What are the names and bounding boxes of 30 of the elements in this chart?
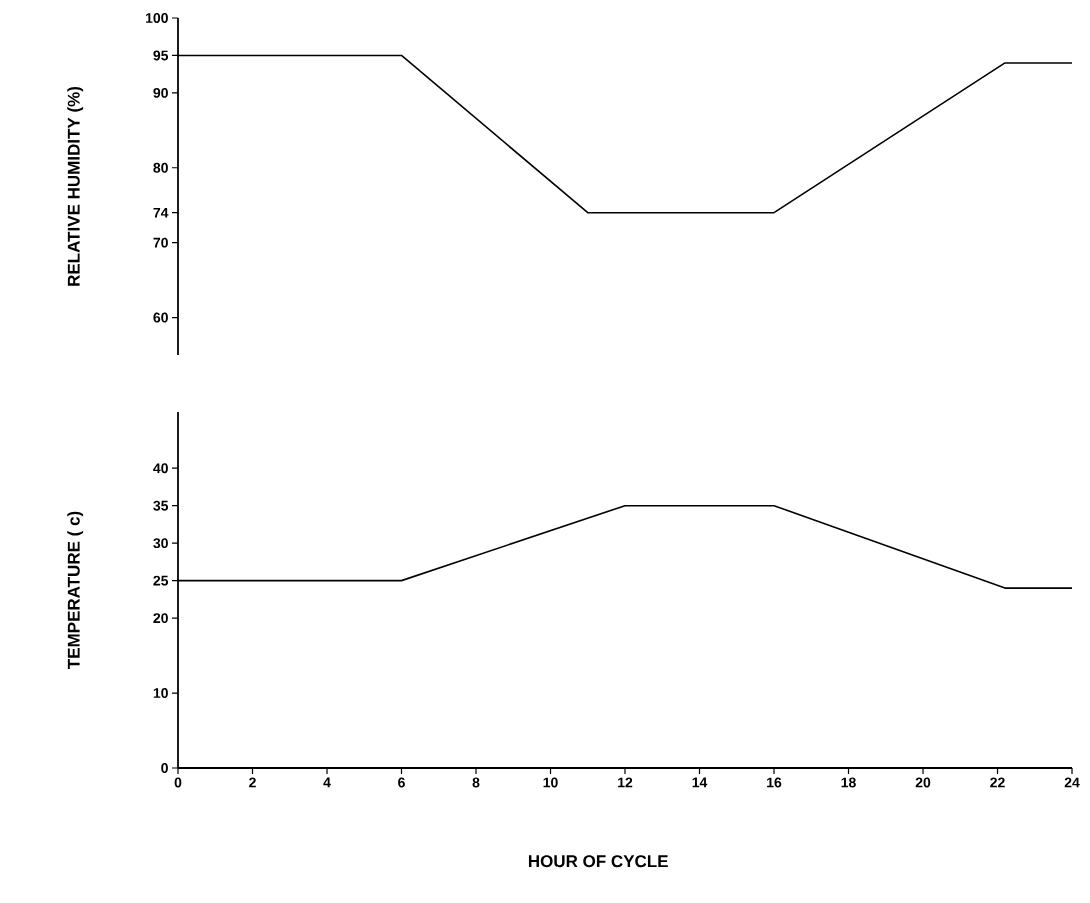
y-tick-label: 35 bbox=[153, 500, 169, 511]
x-tick-label: 24 bbox=[1064, 777, 1080, 788]
y-tick-label: 40 bbox=[153, 463, 168, 474]
y-tick-label: 100 bbox=[146, 13, 168, 23]
x-tick-label: 10 bbox=[543, 777, 558, 788]
y-tick-label: 74 bbox=[153, 207, 169, 218]
x-tick-label: 18 bbox=[841, 777, 856, 788]
y-tick-label: 20 bbox=[153, 613, 168, 624]
x-tick-label: 0 bbox=[174, 777, 182, 788]
x-tick-label: 22 bbox=[990, 777, 1005, 788]
y-tick-label: 30 bbox=[153, 538, 168, 549]
y-tick-label: 80 bbox=[153, 162, 168, 173]
y-tick-label: 90 bbox=[153, 87, 168, 98]
y-axis-title: RELATIVE HUMIDITY (%) bbox=[67, 86, 84, 286]
y-tick-label: 70 bbox=[153, 237, 168, 248]
x-tick-label: 2 bbox=[249, 777, 256, 788]
y-axis-title: TEMPERATURE ( c) bbox=[67, 511, 84, 669]
x-tick-label: 14 bbox=[692, 777, 708, 788]
x-tick-label: 12 bbox=[618, 777, 633, 788]
x-tick-label: 4 bbox=[323, 777, 331, 788]
x-tick-label: 16 bbox=[767, 777, 782, 788]
y-tick-label: 10 bbox=[153, 688, 168, 699]
x-tick-label: 8 bbox=[472, 777, 480, 788]
y-tick-label: 60 bbox=[153, 312, 168, 323]
x-tick-label: 20 bbox=[915, 777, 931, 788]
y-tick-label: 25 bbox=[153, 575, 169, 586]
y-tick-label: 95 bbox=[153, 50, 169, 61]
x-tick-label: 6 bbox=[398, 777, 405, 788]
y-tick-label: 0 bbox=[161, 763, 168, 773]
x-axis-title: HOUR OF CYCLE bbox=[528, 855, 668, 868]
